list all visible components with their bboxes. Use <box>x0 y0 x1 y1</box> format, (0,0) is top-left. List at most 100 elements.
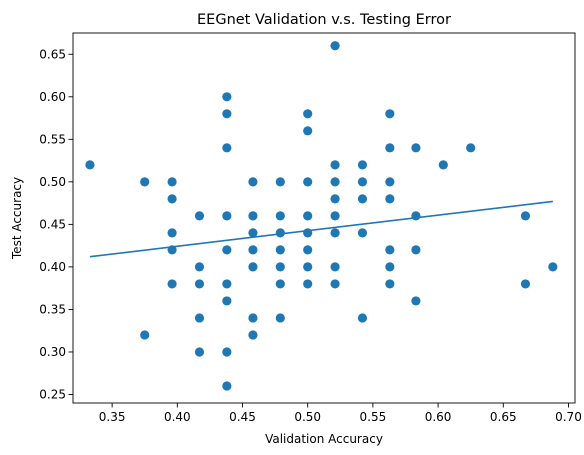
y-tick-label: 0.40 <box>39 260 66 274</box>
scatter-point <box>411 245 421 255</box>
regression-line-layer <box>89 200 553 258</box>
scatter-point <box>85 160 95 170</box>
scatter-point <box>357 313 368 323</box>
y-tick-label: 0.65 <box>39 47 66 61</box>
scatter-point <box>385 143 395 153</box>
y-tick-label: 0.50 <box>39 175 66 189</box>
y-tick-label: 0.60 <box>39 90 66 104</box>
y-tick-label: 0.35 <box>39 303 66 317</box>
scatter-point <box>222 347 232 357</box>
scatter-point <box>385 194 395 204</box>
plot-frame <box>72 32 576 404</box>
scatter-point <box>222 109 232 119</box>
y-axis-ticks: 0.25 0.30 0.35 0.40 0.45 0.50 0.55 0.60 0.65 <box>39 47 73 402</box>
scatter-point <box>357 160 368 170</box>
scatter-point <box>548 262 558 272</box>
y-axis-label: Test Accuracy <box>10 177 24 260</box>
scatter-point <box>357 194 368 204</box>
y-tick-label: 0.30 <box>39 345 66 359</box>
scatter-point <box>303 245 313 255</box>
scatter-point <box>411 211 421 221</box>
scatter-point <box>411 296 421 306</box>
regression-line <box>89 200 553 258</box>
scatter-point <box>330 262 340 272</box>
scatter-point <box>275 245 285 255</box>
scatter-point <box>222 381 232 391</box>
scatter-point <box>222 211 232 221</box>
scatter-point <box>520 211 531 221</box>
scatter-point <box>222 92 232 102</box>
scatter-point <box>222 296 232 306</box>
x-tick-label: 0.70 <box>555 410 582 424</box>
scatter-point <box>330 41 340 51</box>
y-tick-label: 0.45 <box>39 218 66 232</box>
scatter-point <box>194 347 205 357</box>
scatter-point <box>275 279 285 289</box>
scatter-point <box>248 177 258 187</box>
x-axis-ticks: 0.35 0.40 0.45 0.50 0.55 0.60 0.65 0.70 <box>99 403 582 424</box>
scatter-point <box>303 228 313 238</box>
scatter-point <box>330 194 340 204</box>
scatter-point <box>385 245 395 255</box>
scatter-point <box>167 279 177 289</box>
scatter-point <box>303 126 313 136</box>
scatter-points <box>85 41 558 391</box>
scatter-point <box>140 330 150 340</box>
scatter-point <box>385 262 395 272</box>
x-tick-label: 0.35 <box>99 410 126 424</box>
scatter-point <box>222 245 232 255</box>
scatter-point <box>438 160 448 170</box>
scatter-point <box>520 279 531 289</box>
scatter-point <box>357 228 368 238</box>
scatter-point <box>248 330 258 340</box>
x-tick-label: 0.55 <box>360 410 387 424</box>
scatter-point <box>222 279 232 289</box>
scatter-point <box>275 177 285 187</box>
y-tick-label: 0.25 <box>39 388 66 402</box>
scatter-point <box>194 211 205 221</box>
x-tick-label: 0.65 <box>490 410 517 424</box>
scatter-point <box>248 228 258 238</box>
scatter-point <box>303 177 313 187</box>
scatter-point <box>330 177 340 187</box>
x-tick-label: 0.50 <box>294 410 321 424</box>
scatter-point <box>330 211 340 221</box>
scatter-point <box>167 177 177 187</box>
scatter-point <box>303 211 313 221</box>
scatter-point <box>248 245 258 255</box>
chart-title: EEGnet Validation v.s. Testing Error <box>197 12 451 28</box>
scatter-point <box>167 228 177 238</box>
scatter-point <box>140 177 150 187</box>
scatter-point <box>248 313 258 323</box>
scatter-point <box>222 143 232 153</box>
scatter-point <box>167 194 177 204</box>
scatter-point <box>385 109 395 119</box>
scatter-point <box>194 313 205 323</box>
scatter-point <box>330 279 340 289</box>
scatter-point <box>194 279 205 289</box>
scatter-point <box>275 313 285 323</box>
scatter-point <box>411 143 421 153</box>
scatter-point <box>275 211 285 221</box>
x-axis-label: Validation Accuracy <box>265 432 383 446</box>
scatter-point <box>330 228 340 238</box>
scatter-point <box>385 177 395 187</box>
scatter-point <box>357 177 368 187</box>
x-tick-label: 0.40 <box>164 410 191 424</box>
scatter-point <box>194 262 205 272</box>
scatter-point <box>385 279 395 289</box>
scatter-point <box>303 262 313 272</box>
x-tick-label: 0.60 <box>425 410 452 424</box>
scatter-point <box>330 160 340 170</box>
x-tick-label: 0.45 <box>229 410 256 424</box>
scatter-point <box>275 262 285 272</box>
y-tick-label: 0.55 <box>39 133 66 147</box>
scatter-point <box>248 262 258 272</box>
scatter-point <box>303 279 313 289</box>
scatter-point <box>248 211 258 221</box>
scatter-point <box>167 245 177 255</box>
scatter-point <box>275 228 285 238</box>
scatter-point <box>303 109 313 119</box>
